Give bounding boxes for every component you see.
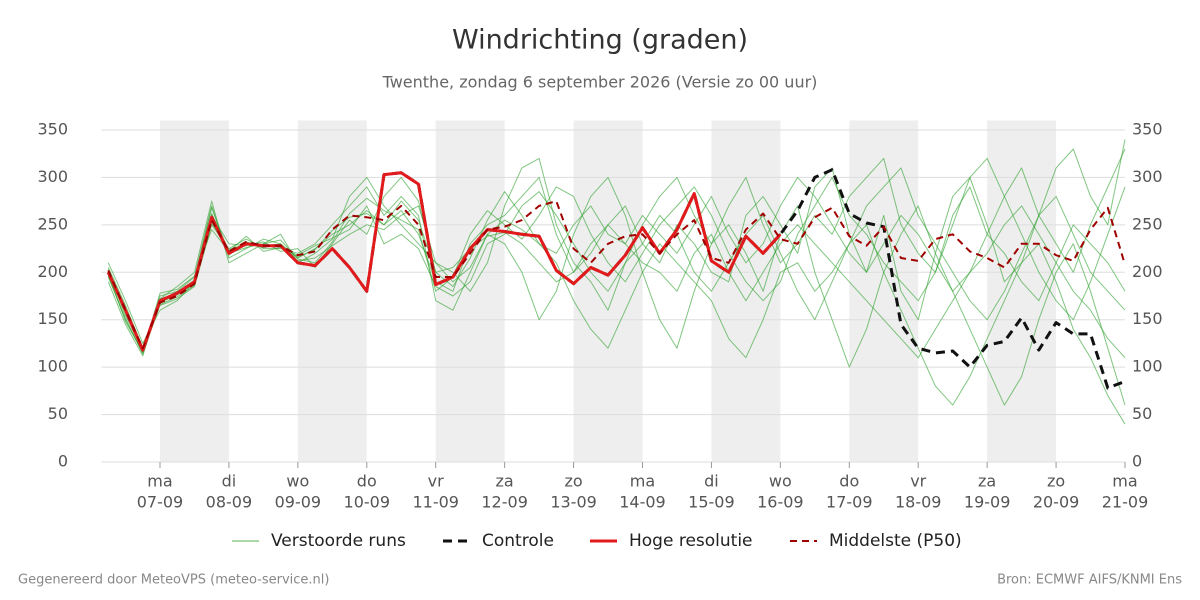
x-tick-label: 08-09 <box>206 493 253 512</box>
ensemble-line <box>107 139 1126 354</box>
chart-title: Windrichting (graden) <box>452 25 748 56</box>
x-tick-label: 18-09 <box>895 493 942 512</box>
x-weekday-label: za <box>978 472 996 491</box>
y2-tick-label: 200 <box>1132 262 1163 281</box>
x-tick-label: 10-09 <box>344 493 391 512</box>
y2-tick-label: 250 <box>1132 214 1163 233</box>
y-tick-label: 200 <box>37 262 68 281</box>
legend-label: Controle <box>482 531 554 551</box>
x-weekday-label: do <box>357 472 377 491</box>
x-weekday-label: di <box>222 472 237 491</box>
y-tick-label: 50 <box>48 404 68 423</box>
x-weekday-label: ma <box>1112 472 1137 491</box>
y-tick-label: 350 <box>37 119 68 138</box>
x-tick-label: 21-09 <box>1102 493 1149 512</box>
x-weekday-label: vr <box>428 472 444 491</box>
y2-tick-label: 150 <box>1132 309 1163 328</box>
x-tick-label: 11-09 <box>412 493 459 512</box>
x-tick-label: 16-09 <box>757 493 804 512</box>
y-tick-label: 300 <box>37 167 68 186</box>
footer-left: Gegenereerd door MeteoVPS (meteo-service… <box>18 573 329 588</box>
x-tick-label: 15-09 <box>688 493 735 512</box>
series-line <box>107 200 1126 350</box>
x-weekday-label: ma <box>630 472 655 491</box>
ensemble-line <box>107 167 1126 353</box>
y2-tick-label: 300 <box>1132 167 1163 186</box>
x-weekday-label: za <box>496 472 514 491</box>
x-tick-label: 17-09 <box>826 493 873 512</box>
x-weekday-label: vr <box>910 472 926 491</box>
legend-label: Verstoorde runs <box>271 531 406 551</box>
legend-label: Hoge resolutie <box>629 531 753 551</box>
x-weekday-label: ma <box>147 472 172 491</box>
day-band <box>987 120 1057 462</box>
ensemble-line <box>107 176 1126 425</box>
x-tick-label: 19-09 <box>964 493 1011 512</box>
x-tick-label: 12-09 <box>481 493 528 512</box>
x-tick-label: 07-09 <box>137 493 184 512</box>
x-weekday-label: wo <box>286 472 309 491</box>
day-band <box>297 120 367 462</box>
day-band <box>711 120 781 462</box>
y-tick-label: 0 <box>58 452 68 471</box>
x-tick-label: 13-09 <box>550 493 597 512</box>
footer-right: Bron: ECMWF AIFS/KNMI Ens <box>997 573 1182 588</box>
y2-tick-label: 50 <box>1132 404 1152 423</box>
x-tick-label: 09-09 <box>275 493 322 512</box>
x-tick-label: 20-09 <box>1033 493 1080 512</box>
y-tick-label: 250 <box>37 214 68 233</box>
x-weekday-label: do <box>839 472 859 491</box>
ensemble-line <box>107 148 1126 357</box>
y2-tick-label: 0 <box>1132 452 1142 471</box>
x-weekday-label: zo <box>1047 472 1065 491</box>
y-tick-label: 150 <box>37 309 68 328</box>
x-weekday-label: zo <box>564 472 582 491</box>
x-weekday-label: wo <box>769 472 792 491</box>
x-weekday-label: di <box>704 472 719 491</box>
y-tick-label: 100 <box>37 357 68 376</box>
day-band <box>849 120 919 462</box>
y2-tick-label: 100 <box>1132 357 1163 376</box>
chart-subtitle: Twenthe, zondag 6 september 2026 (Versie… <box>382 73 818 92</box>
x-tick-label: 14-09 <box>619 493 666 512</box>
ensemble-line <box>107 157 1126 350</box>
legend-label: Middelste (P50) <box>829 531 962 551</box>
y2-tick-label: 350 <box>1132 119 1163 138</box>
